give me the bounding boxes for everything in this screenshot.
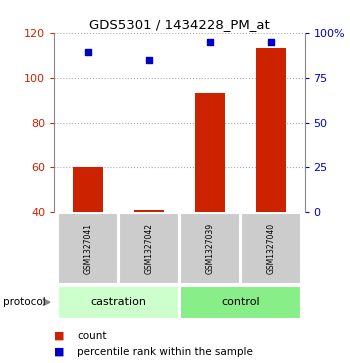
Text: GSM1327039: GSM1327039 xyxy=(205,223,215,274)
Bar xyxy=(241,213,301,284)
Text: GSM1327042: GSM1327042 xyxy=(144,223,153,274)
Text: percentile rank within the sample: percentile rank within the sample xyxy=(77,347,253,357)
Bar xyxy=(195,93,225,212)
Bar xyxy=(72,167,103,212)
Bar xyxy=(256,48,286,212)
Point xyxy=(85,49,91,55)
Text: control: control xyxy=(221,297,260,307)
Text: GSM1327041: GSM1327041 xyxy=(83,223,92,274)
Text: ■: ■ xyxy=(54,331,65,341)
Bar xyxy=(58,213,118,284)
Text: protocol: protocol xyxy=(4,297,46,307)
Text: count: count xyxy=(77,331,106,341)
Text: castration: castration xyxy=(90,297,146,307)
Bar xyxy=(58,286,179,319)
Text: ■: ■ xyxy=(54,347,65,357)
Point xyxy=(207,39,213,45)
Bar xyxy=(180,286,301,319)
Point xyxy=(146,57,152,62)
Bar xyxy=(134,210,164,212)
Point xyxy=(268,39,274,45)
Bar xyxy=(119,213,179,284)
Text: GSM1327040: GSM1327040 xyxy=(266,223,275,274)
Title: GDS5301 / 1434228_PM_at: GDS5301 / 1434228_PM_at xyxy=(89,19,270,32)
Bar xyxy=(180,213,240,284)
